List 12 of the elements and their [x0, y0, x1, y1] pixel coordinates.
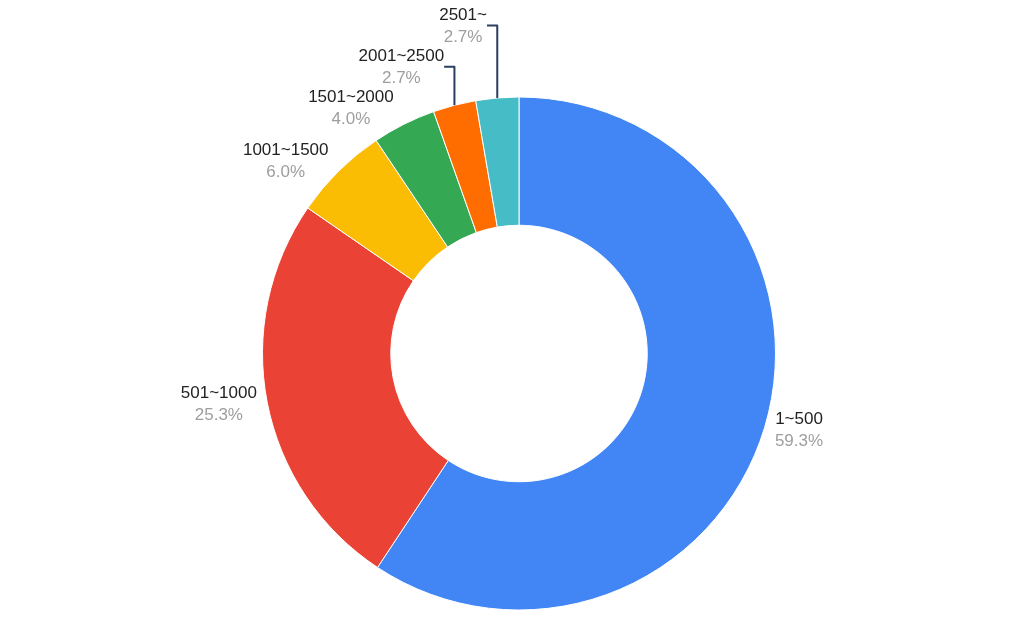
slice-label: 1~500: [775, 408, 823, 428]
data-label: 25.3%: [194, 404, 243, 424]
slice-label: 1501~2000: [308, 87, 394, 107]
data-label: 6.0%: [266, 162, 306, 182]
slice-label: 2501~: [439, 5, 487, 25]
data-label: 2.7%: [443, 27, 483, 47]
slice-label: 501~1000: [180, 382, 257, 402]
slice-label: 2001~2500: [358, 46, 445, 66]
slice-label: 1001~1500: [242, 140, 329, 160]
data-label: 2.7%: [381, 68, 421, 88]
data-label: 59.3%: [774, 430, 824, 450]
data-label: 4.0%: [331, 109, 371, 129]
